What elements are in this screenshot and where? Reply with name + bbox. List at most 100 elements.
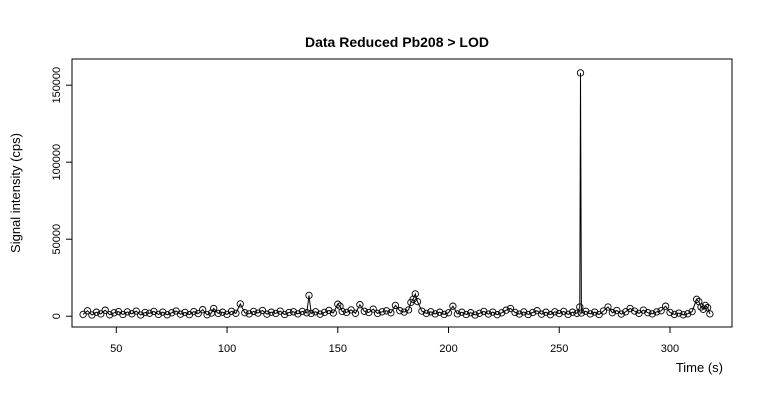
data-point (320, 308, 329, 317)
data-point (378, 308, 386, 316)
data-point (241, 309, 249, 317)
data-point (703, 304, 712, 312)
data-point (227, 307, 236, 315)
data-point (387, 309, 395, 317)
data-point (524, 310, 532, 319)
data-point (79, 310, 87, 319)
data-point (617, 310, 625, 318)
data-point (458, 308, 466, 316)
data-point (391, 301, 400, 310)
data-point (83, 307, 92, 315)
data-point (599, 307, 608, 315)
y-tick-label: 100000 (51, 144, 63, 181)
data-point (289, 308, 298, 316)
data-point (699, 305, 707, 313)
plot-frame (71, 58, 733, 328)
x-tick-label: 200 (439, 343, 457, 355)
data-point (232, 309, 240, 317)
series-points (79, 69, 714, 319)
data-point (106, 311, 114, 319)
data-point (576, 69, 585, 77)
data-point (604, 303, 612, 311)
chart-title: Data Reduced Pb208 > LOD (305, 34, 489, 50)
data-point (404, 306, 413, 314)
data-point (440, 310, 448, 319)
data-point (427, 308, 435, 316)
data-point (303, 309, 311, 317)
data-point (475, 309, 484, 317)
x-axis-label: Time (s) (676, 360, 723, 375)
data-point (484, 310, 493, 318)
data-point (422, 309, 431, 318)
data-point (342, 308, 351, 317)
data-point (258, 306, 267, 315)
data-point (190, 307, 198, 316)
y-tick-label: 50000 (51, 224, 63, 255)
data-point (181, 308, 189, 317)
y-tick-label: 150000 (51, 67, 63, 104)
y-axis-label: Signal intensity (cps) (8, 133, 23, 253)
data-point (294, 310, 302, 318)
data-point (666, 308, 674, 317)
data-point (101, 306, 109, 314)
data-point (467, 309, 475, 317)
data-point (564, 310, 572, 319)
data-point (218, 308, 227, 316)
data-point (630, 307, 639, 315)
data-point (462, 310, 470, 319)
data-point (307, 309, 315, 318)
data-point (418, 307, 426, 315)
data-point (245, 310, 253, 318)
data-point (537, 310, 546, 318)
data-point (267, 308, 275, 316)
data-point (236, 300, 244, 308)
data-point (529, 308, 537, 317)
data-point (608, 309, 617, 317)
data-point (249, 307, 258, 316)
data-point (285, 308, 293, 317)
data-point (137, 311, 145, 319)
data-point (298, 307, 306, 316)
data-point (194, 309, 202, 318)
data-point (657, 307, 665, 315)
data-point (351, 309, 360, 317)
data-point (145, 309, 154, 317)
data-point (502, 306, 510, 314)
data-point (413, 297, 422, 306)
data-point (214, 309, 222, 318)
x-tick-label: 150 (329, 343, 347, 355)
x-tick-label: 100 (218, 343, 236, 355)
data-point (360, 307, 368, 315)
data-point (97, 310, 105, 318)
data-point (577, 309, 586, 317)
data-point (316, 310, 324, 318)
y-tick-label: 0 (51, 313, 63, 319)
data-point (396, 307, 404, 315)
data-point (338, 307, 346, 316)
data-point (305, 291, 313, 300)
data-point (591, 308, 599, 316)
data-point (373, 309, 382, 318)
data-point (436, 308, 444, 316)
data-point (568, 308, 577, 316)
data-point (329, 309, 337, 317)
data-point (199, 306, 207, 314)
series-line (82, 72, 711, 316)
data-point (595, 310, 603, 319)
data-point (675, 309, 683, 317)
data-point (692, 295, 701, 303)
data-point (586, 310, 594, 318)
data-point (511, 308, 519, 317)
data-point (400, 308, 408, 316)
data-point (123, 308, 132, 316)
x-tick-label: 300 (661, 343, 679, 355)
data-point (533, 307, 541, 315)
data-point (555, 309, 563, 318)
data-point (311, 308, 320, 316)
data-point (551, 308, 559, 316)
data-point (684, 310, 692, 318)
data-point (110, 309, 118, 317)
data-point (515, 310, 524, 318)
data-point (706, 310, 714, 318)
